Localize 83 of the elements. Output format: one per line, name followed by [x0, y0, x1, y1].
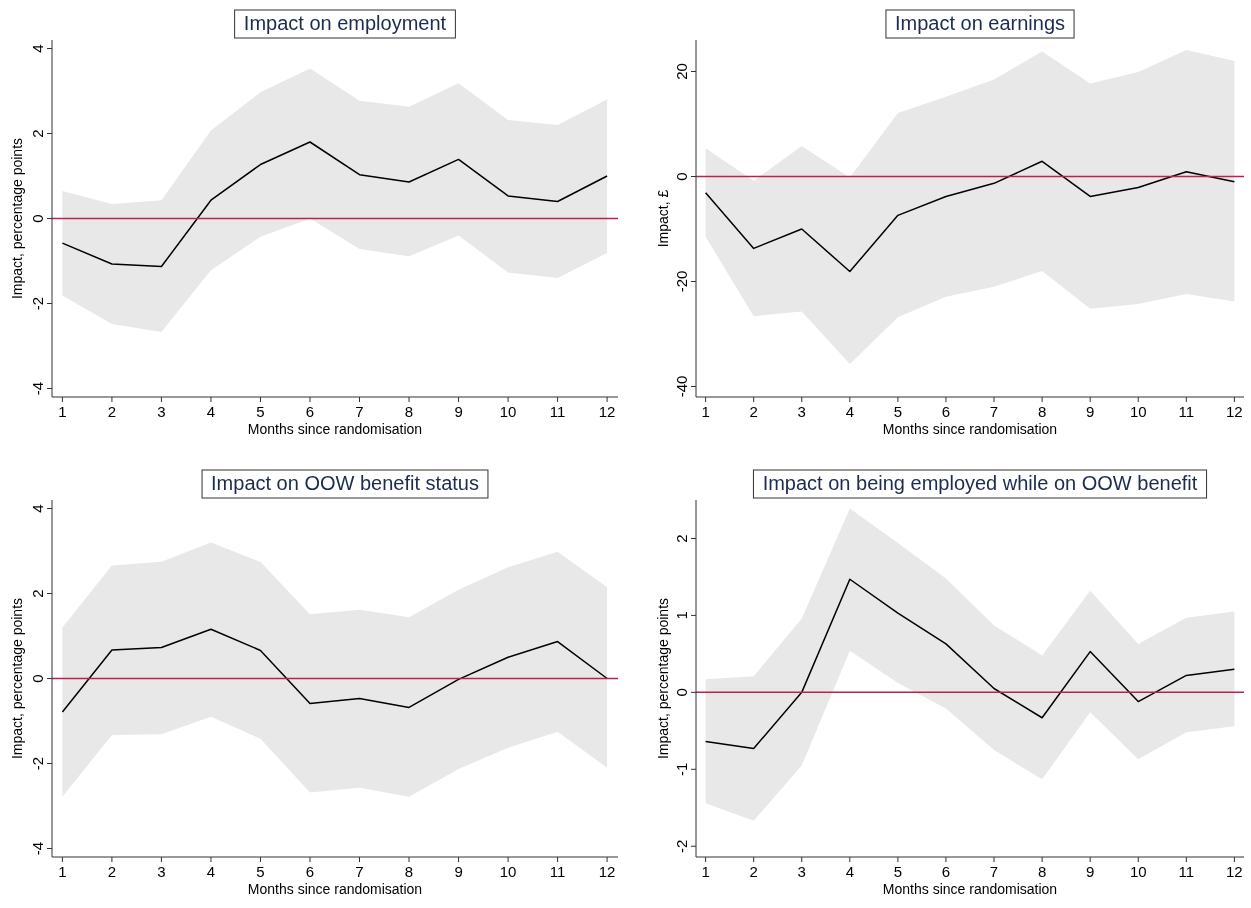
- x-tick-label: 4: [845, 863, 854, 880]
- y-tick-label: -2: [29, 756, 46, 771]
- x-tick-label: 5: [256, 403, 265, 420]
- x-tick-label: 8: [404, 403, 414, 420]
- x-tick-label: 12: [598, 403, 616, 420]
- y-tick-label: -2: [29, 296, 46, 311]
- x-tick-label: 7: [355, 403, 364, 420]
- line-series: [61, 628, 608, 713]
- x-tick-label: 1: [701, 403, 710, 420]
- line-series: [61, 141, 608, 268]
- x-tick-label: 7: [989, 403, 999, 420]
- x-tick-label: 11: [549, 863, 566, 880]
- x-tick-label: 1: [701, 863, 710, 880]
- x-tick-label: 9: [454, 403, 463, 420]
- x-tick-label: 9: [454, 863, 463, 880]
- x-tick-label: 12: [1226, 863, 1243, 880]
- x-tick-label: 8: [404, 863, 414, 880]
- x-tick-label: 2: [749, 863, 758, 880]
- x-tick-label: 6: [941, 403, 951, 420]
- y-tick-label: -20: [673, 270, 690, 293]
- x-tick-label: 1: [58, 863, 67, 880]
- line-series: [704, 160, 1236, 273]
- x-tick-label: 2: [107, 863, 117, 880]
- chart-title: Impact on earnings: [894, 12, 1066, 34]
- x-tick-label: 3: [797, 863, 806, 880]
- x-tick-label: 10: [1129, 863, 1147, 880]
- x-axis-title: Months since randomisation: [882, 881, 1058, 897]
- x-tick-label: 8: [1037, 863, 1047, 880]
- y-axis-title: Impact, £: [655, 189, 671, 248]
- y-tick-label: -40: [673, 375, 690, 398]
- x-tick-label: 6: [941, 863, 951, 880]
- y-tick-label: 0: [673, 172, 690, 181]
- x-tick-label: 12: [1226, 403, 1243, 420]
- y-axis-title: Impact, percentage points: [9, 137, 25, 300]
- x-tick-label: 4: [206, 863, 216, 880]
- x-tick-label: 5: [256, 863, 265, 880]
- x-tick-label: 3: [157, 863, 166, 880]
- y-tick-label: -2: [673, 839, 690, 853]
- y-tick-label: 0: [29, 674, 46, 683]
- x-tick-label: 11: [549, 403, 566, 420]
- x-tick-label: 5: [893, 403, 903, 420]
- y-tick-label: 2: [29, 129, 46, 138]
- x-tick-label: 10: [1129, 403, 1147, 420]
- x-tick-label: 2: [107, 403, 117, 420]
- x-tick-label: 10: [499, 403, 517, 420]
- x-tick-label: 7: [355, 863, 364, 880]
- x-tick-label: 6: [305, 863, 315, 880]
- x-tick-label: 3: [157, 403, 166, 420]
- y-tick-label: 0: [29, 214, 46, 223]
- y-axis-title: Impact, percentage points: [9, 597, 25, 760]
- x-tick-label: 11: [1178, 403, 1195, 420]
- x-tick-label: 8: [1037, 403, 1047, 420]
- y-tick-label: 0: [673, 688, 690, 697]
- y-tick-label: -4: [29, 841, 46, 856]
- y-tick-label: 20: [673, 63, 690, 80]
- y-tick-label: 1: [673, 611, 690, 620]
- x-axis-title: Months since randomisation: [247, 421, 423, 437]
- x-tick-label: 2: [749, 403, 758, 420]
- x-axis-title: Months since randomisation: [882, 421, 1058, 437]
- x-axis-title: Months since randomisation: [247, 881, 423, 897]
- x-tick-label: 6: [305, 403, 315, 420]
- x-tick-label: 9: [1086, 403, 1095, 420]
- chart-title: Impact on OOW benefit status: [211, 472, 479, 494]
- y-tick-label: 4: [29, 44, 46, 53]
- x-tick-label: 10: [499, 863, 517, 880]
- chart-title: Impact on being employed while on OOW benefit: [762, 472, 1198, 494]
- x-tick-label: 7: [989, 863, 999, 880]
- x-tick-label: 9: [1086, 863, 1095, 880]
- x-tick-label: 1: [58, 403, 67, 420]
- y-tick-label: -1: [673, 762, 690, 776]
- y-tick-label: 4: [29, 504, 46, 513]
- y-tick-label: -4: [29, 381, 46, 396]
- x-tick-label: 3: [797, 403, 806, 420]
- x-tick-label: 11: [1178, 863, 1195, 880]
- y-axis-title: Impact, percentage points: [655, 597, 671, 760]
- line-series: [704, 578, 1236, 750]
- y-tick-label: 2: [673, 534, 690, 543]
- y-tick-label: 2: [29, 589, 46, 598]
- x-tick-label: 12: [598, 863, 616, 880]
- x-tick-label: 4: [206, 403, 216, 420]
- chart-title: Impact on employment: [243, 12, 447, 34]
- x-tick-label: 5: [893, 863, 903, 880]
- x-tick-label: 4: [845, 403, 854, 420]
